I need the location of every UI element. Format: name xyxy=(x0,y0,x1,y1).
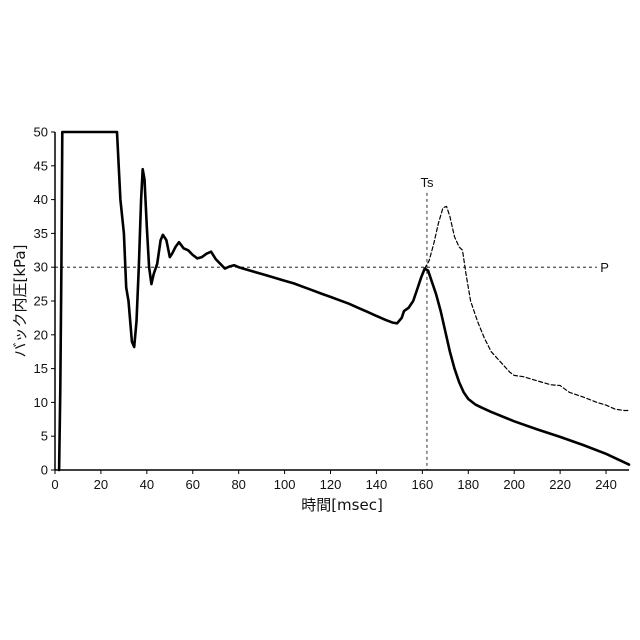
y-tick-label: 35 xyxy=(34,226,48,241)
x-tick-label: 240 xyxy=(595,477,617,492)
y-tick-label: 15 xyxy=(34,361,48,376)
x-tick-label: 80 xyxy=(231,477,245,492)
x-tick-label: 60 xyxy=(186,477,200,492)
annotation-p: P xyxy=(600,260,609,275)
x-tick-label: 120 xyxy=(320,477,342,492)
x-tick-label: 180 xyxy=(457,477,479,492)
y-tick-label: 45 xyxy=(34,158,48,173)
series-layer xyxy=(59,132,629,470)
y-tick-label: 10 xyxy=(34,395,48,410)
y-tick-label: 25 xyxy=(34,294,48,309)
y-tick-label: 20 xyxy=(34,327,48,342)
tick-marks xyxy=(51,132,606,474)
y-tick-label: 50 xyxy=(34,125,48,140)
y-tick-label: 40 xyxy=(34,192,48,207)
tick-labels: 0 20 40 60 80 100 120 140 160 180 200 220 240 0 5 10 15 2… xyxy=(34,125,617,493)
x-tick-label: 200 xyxy=(503,477,525,492)
x-tick-label: 0 xyxy=(51,477,58,492)
y-axis-label: バック内圧[kPa] xyxy=(11,245,29,358)
x-axis-label: 時間[msec] xyxy=(301,496,383,514)
x-tick-label: 160 xyxy=(412,477,434,492)
series-line-solid xyxy=(59,132,629,470)
y-tick-label: 5 xyxy=(41,429,48,444)
annotations: Ts P xyxy=(420,175,609,275)
x-tick-label: 40 xyxy=(140,477,154,492)
x-tick-label: 140 xyxy=(366,477,388,492)
x-tick-label: 100 xyxy=(274,477,296,492)
x-tick-label: 220 xyxy=(549,477,571,492)
series-line-dashed xyxy=(425,206,629,410)
annotation-ts: Ts xyxy=(420,175,434,190)
y-tick-label: 30 xyxy=(34,260,48,275)
y-tick-label: 0 xyxy=(41,463,48,478)
x-tick-label: 20 xyxy=(94,477,108,492)
